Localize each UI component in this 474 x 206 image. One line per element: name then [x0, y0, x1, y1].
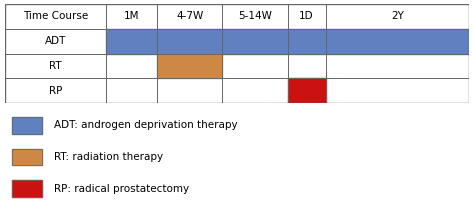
Bar [326, 29, 469, 54]
Bar [12, 180, 42, 197]
Bar [288, 78, 326, 103]
Text: ADT: ADT [45, 36, 66, 46]
Text: ADT: androgen deprivation therapy: ADT: androgen deprivation therapy [54, 121, 237, 130]
Text: 1M: 1M [124, 12, 139, 21]
Text: 4-7W: 4-7W [176, 12, 203, 21]
Text: RP: radical prostatectomy: RP: radical prostatectomy [54, 184, 189, 194]
Bar [12, 149, 42, 165]
Bar [12, 117, 42, 134]
Text: RT: RT [49, 61, 62, 71]
Bar [222, 29, 288, 54]
Text: RT: radiation therapy: RT: radiation therapy [54, 152, 163, 162]
Text: 1D: 1D [299, 12, 314, 21]
Bar [106, 29, 157, 54]
Bar [12, 180, 42, 197]
Text: 5-14W: 5-14W [238, 12, 272, 21]
Bar [157, 54, 222, 78]
Text: Time Course: Time Course [23, 12, 88, 21]
Bar [12, 117, 42, 134]
Text: 2Y: 2Y [391, 12, 404, 21]
Text: RP: RP [49, 86, 62, 96]
Bar [12, 149, 42, 165]
Bar [157, 29, 222, 54]
Bar [288, 29, 326, 54]
